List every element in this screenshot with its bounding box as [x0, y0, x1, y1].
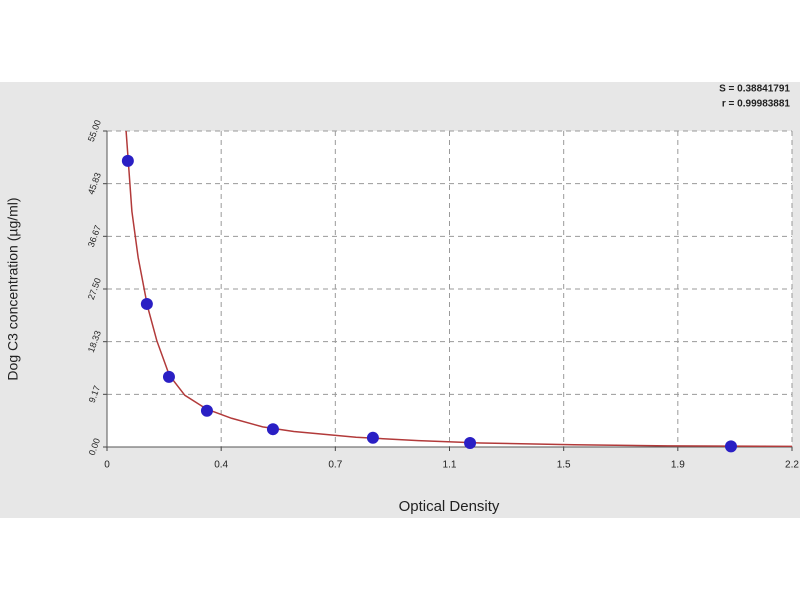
x-tick-label: 0.7: [328, 460, 342, 471]
fit-curve: [125, 131, 792, 447]
x-tick-label: 1.5: [557, 460, 571, 471]
data-point: [724, 440, 737, 453]
data-point: [140, 297, 153, 310]
x-tick-label: 0.4: [214, 460, 228, 471]
data-point: [266, 423, 279, 436]
x-tick-label: 0: [104, 460, 110, 471]
x-tick-label: 1.1: [443, 460, 457, 471]
x-tick-label: 2.2: [785, 460, 799, 471]
data-point: [366, 431, 379, 444]
annotation: S = 0.38841791: [719, 84, 790, 95]
x-axis-label: Optical Density: [399, 498, 500, 515]
data-point: [464, 436, 477, 449]
x-tick-label: 1.9: [671, 460, 685, 471]
annotation: r = 0.99983881: [722, 99, 791, 110]
y-axis-label: Dog C3 concentration (µg/ml): [5, 197, 21, 380]
data-point: [200, 404, 213, 417]
data-point: [121, 154, 134, 167]
data-point: [162, 370, 175, 383]
